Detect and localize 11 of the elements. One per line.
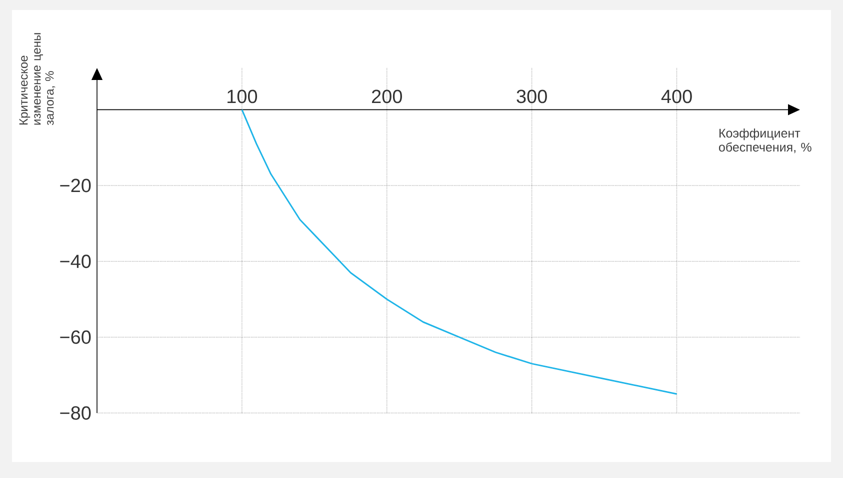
x-tick-label: 100 (228, 90, 258, 104)
x-tick-label: 300 (516, 90, 547, 104)
line-series (241, 108, 678, 395)
x-axis-title: Коэффициент обеспечения, % (718, 128, 812, 154)
y-tick-label: −60 (60, 330, 91, 344)
y-tick-label: −40 (60, 254, 91, 268)
y-tick-label: −80 (60, 406, 91, 420)
x-tick-label: 200 (372, 90, 402, 104)
y-axis-title: Критическое изменение цены залога, % (19, 33, 56, 126)
y-tick-label: −20 (60, 178, 91, 192)
x-tick-label: 400 (661, 90, 692, 104)
